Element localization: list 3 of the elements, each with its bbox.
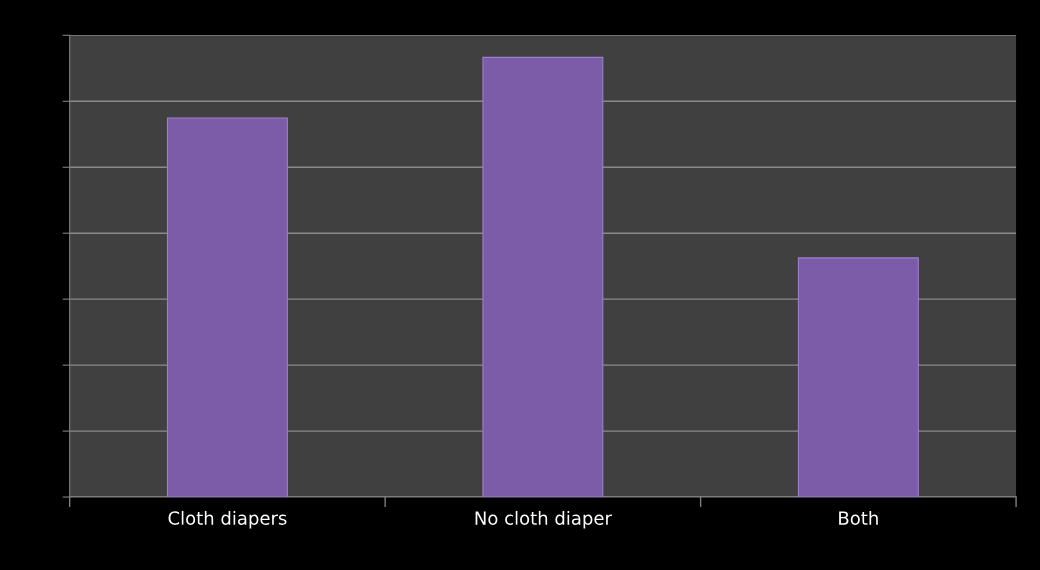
x-tick-label: Cloth diapers <box>168 510 287 529</box>
x-tick-label: No cloth diaper <box>475 510 612 529</box>
x-tick-label: Both <box>839 510 878 525</box>
